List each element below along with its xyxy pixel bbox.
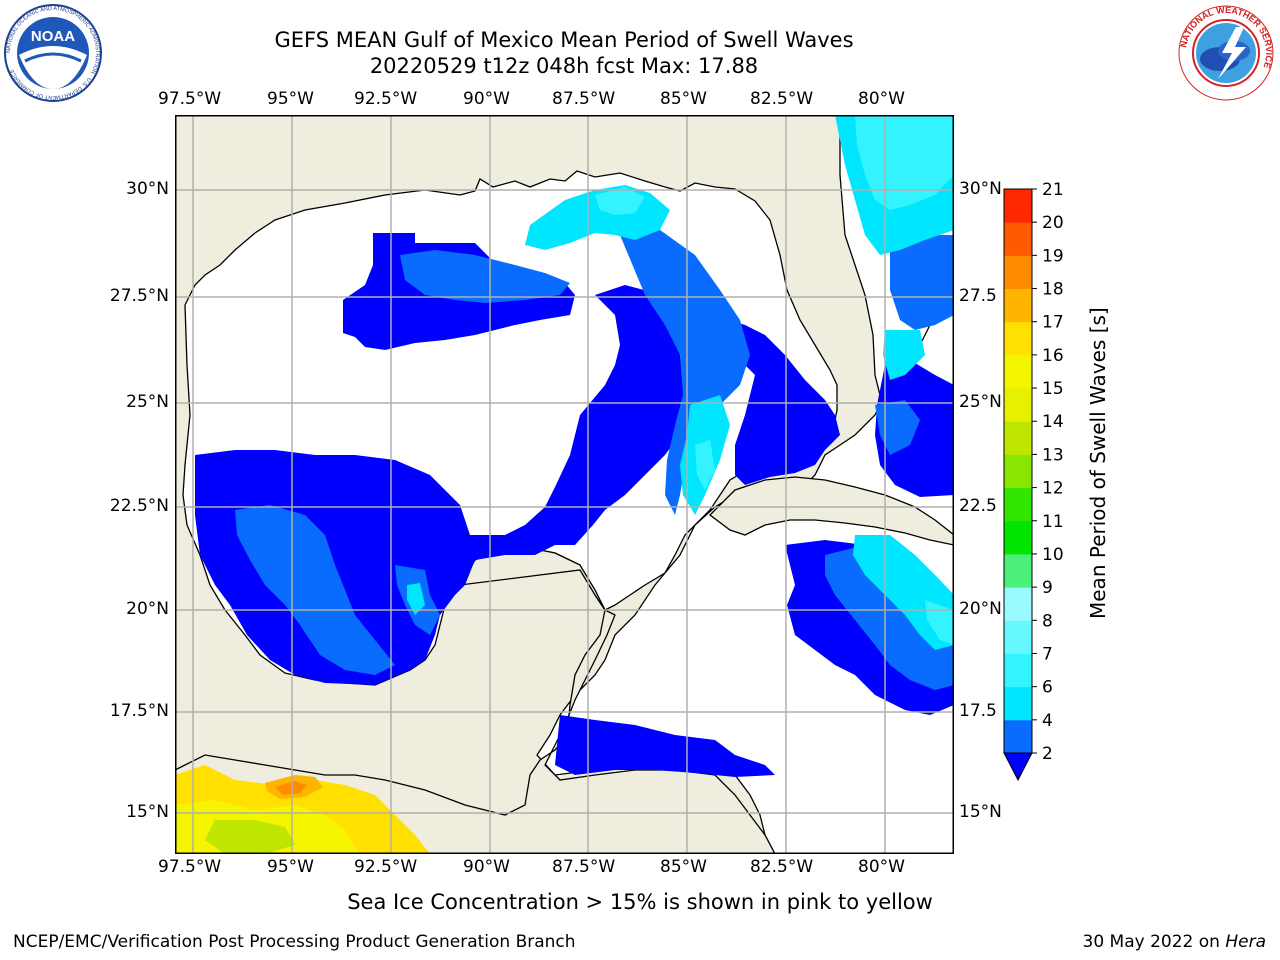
colorbar-tick-label: 8	[1042, 611, 1053, 631]
lat-tick-right: 25°N	[959, 392, 1002, 412]
colorbar-segment	[1004, 719, 1032, 754]
map-grid	[175, 115, 954, 854]
colorbar-tick-label: 14	[1042, 412, 1064, 432]
colorbar-tick-label: 17	[1042, 313, 1064, 333]
colorbar-segment	[1004, 487, 1032, 522]
lat-tick-left: 27.5°N	[109, 286, 169, 306]
colorbar-segment	[1004, 288, 1032, 323]
lat-tick-right: 20°N	[959, 599, 1002, 619]
colorbar-segment	[1004, 354, 1032, 389]
colorbar-tick-label: 15	[1042, 379, 1064, 399]
lat-tick-left: 25°N	[126, 392, 169, 412]
chart-subtitle: 20220529 t12z 048h fcst Max: 17.88	[369, 54, 759, 78]
lon-tick-top: 85°W	[660, 89, 707, 109]
lon-tick-bottom: 92.5°W	[354, 857, 418, 877]
colorbar-tick-label: 10	[1042, 545, 1064, 565]
colorbar-label: Mean Period of Swell Waves [s]	[1086, 307, 1110, 619]
lon-tick-bottom: 82.5°W	[750, 857, 814, 877]
map-frame	[175, 115, 954, 854]
colorbar-segment	[1004, 421, 1032, 455]
colorbar: 2 4 6 7 8 9 10 11 12 13 14 15 16 17 18 19 20 21	[1003, 180, 1064, 782]
lon-tick-bottom: 85°W	[660, 857, 707, 877]
colorbar-segment	[1004, 553, 1032, 588]
colorbar-segment	[1004, 255, 1032, 290]
lon-tick-bottom: 80°W	[858, 857, 905, 877]
lat-tick-left: 30°N	[126, 179, 169, 199]
lon-tick-top: 92.5°W	[354, 89, 418, 109]
lat-tick-left: 22.5°N	[109, 496, 169, 516]
colorbar-segment	[1004, 653, 1032, 688]
lon-tick-bottom: 97.5°W	[158, 857, 222, 877]
swell-6-7s	[595, 115, 954, 645]
lat-tick-left: 20°N	[126, 599, 169, 619]
lon-tick-top: 82.5°W	[750, 89, 814, 109]
colorbar-tick-label: 6	[1042, 678, 1053, 698]
noaa-logo-text: NOAA	[31, 28, 75, 45]
lat-tick-right: 17.5	[959, 701, 997, 721]
lat-tick-right: 27.5	[959, 286, 997, 306]
colorbar-segment	[1004, 222, 1032, 256]
nws-logo-icon: NATIONAL WEATHER SERVICE	[1178, 5, 1274, 101]
lon-tick-bottom: 87.5°W	[552, 857, 616, 877]
lon-tick-top: 90°W	[463, 89, 510, 109]
colorbar-tick-label: 13	[1042, 445, 1064, 465]
colorbar-under-arrow	[1003, 752, 1033, 782]
run-host: Hera	[1225, 932, 1266, 952]
colorbar-segment	[1004, 388, 1032, 422]
lat-tick-left: 15°N	[126, 802, 169, 822]
colorbar-segment	[1004, 189, 1032, 223]
chart-title: GEFS MEAN Gulf of Mexico Mean Period of …	[274, 28, 854, 52]
colorbar-tick-label: 11	[1042, 512, 1064, 532]
lon-tick-top: 87.5°W	[552, 89, 616, 109]
colorbar-tick-label: 18	[1042, 280, 1064, 300]
lon-tick-top: 97.5°W	[158, 89, 222, 109]
credit-text: NCEP/EMC/Verification Post Processing Pr…	[13, 932, 576, 952]
colorbar-segment	[1004, 587, 1032, 621]
colorbar-tick-label: 4	[1042, 711, 1053, 731]
colorbar-tick-label: 16	[1042, 346, 1064, 366]
colorbar-tick-label: 2	[1042, 744, 1053, 764]
lon-tick-top: 95°W	[267, 89, 314, 109]
colorbar-tick-label: 21	[1042, 180, 1064, 200]
colorbar-segment	[1004, 520, 1032, 555]
lon-tick-bottom: 95°W	[267, 857, 314, 877]
noaa-logo-icon: NOAA NATIONAL OCEANIC AND ATMOSPHERIC AD…	[4, 4, 102, 102]
colorbar-tick-label: 12	[1042, 479, 1064, 499]
colorbar-segment	[1004, 321, 1032, 356]
lon-tick-top: 80°W	[858, 89, 905, 109]
colorbar-tick-label: 19	[1042, 246, 1064, 266]
colorbar-segment	[1004, 620, 1032, 654]
lon-tick-bottom: 90°W	[463, 857, 510, 877]
run-date-text: 30 May 2022 on	[1082, 932, 1226, 952]
lat-tick-right: 15°N	[959, 802, 1002, 822]
colorbar-tick-label: 7	[1042, 644, 1053, 664]
lat-tick-right: 22.5	[959, 496, 997, 516]
lat-tick-left: 17.5°N	[109, 701, 169, 721]
colorbar-frame	[1003, 188, 1033, 754]
cuba-island	[709, 476, 954, 546]
run-date: 30 May 2022 on Hera	[1083, 932, 1267, 952]
colorbar-tick-label: 20	[1042, 213, 1064, 233]
lat-tick-right: 30°N	[959, 179, 1002, 199]
colorbar-tick-label: 9	[1042, 578, 1053, 598]
swell-period-map	[175, 115, 954, 854]
colorbar-segment	[1004, 454, 1032, 489]
sea-ice-note: Sea Ice Concentration > 15% is shown in …	[347, 890, 933, 914]
colorbar-segment	[1004, 686, 1032, 721]
